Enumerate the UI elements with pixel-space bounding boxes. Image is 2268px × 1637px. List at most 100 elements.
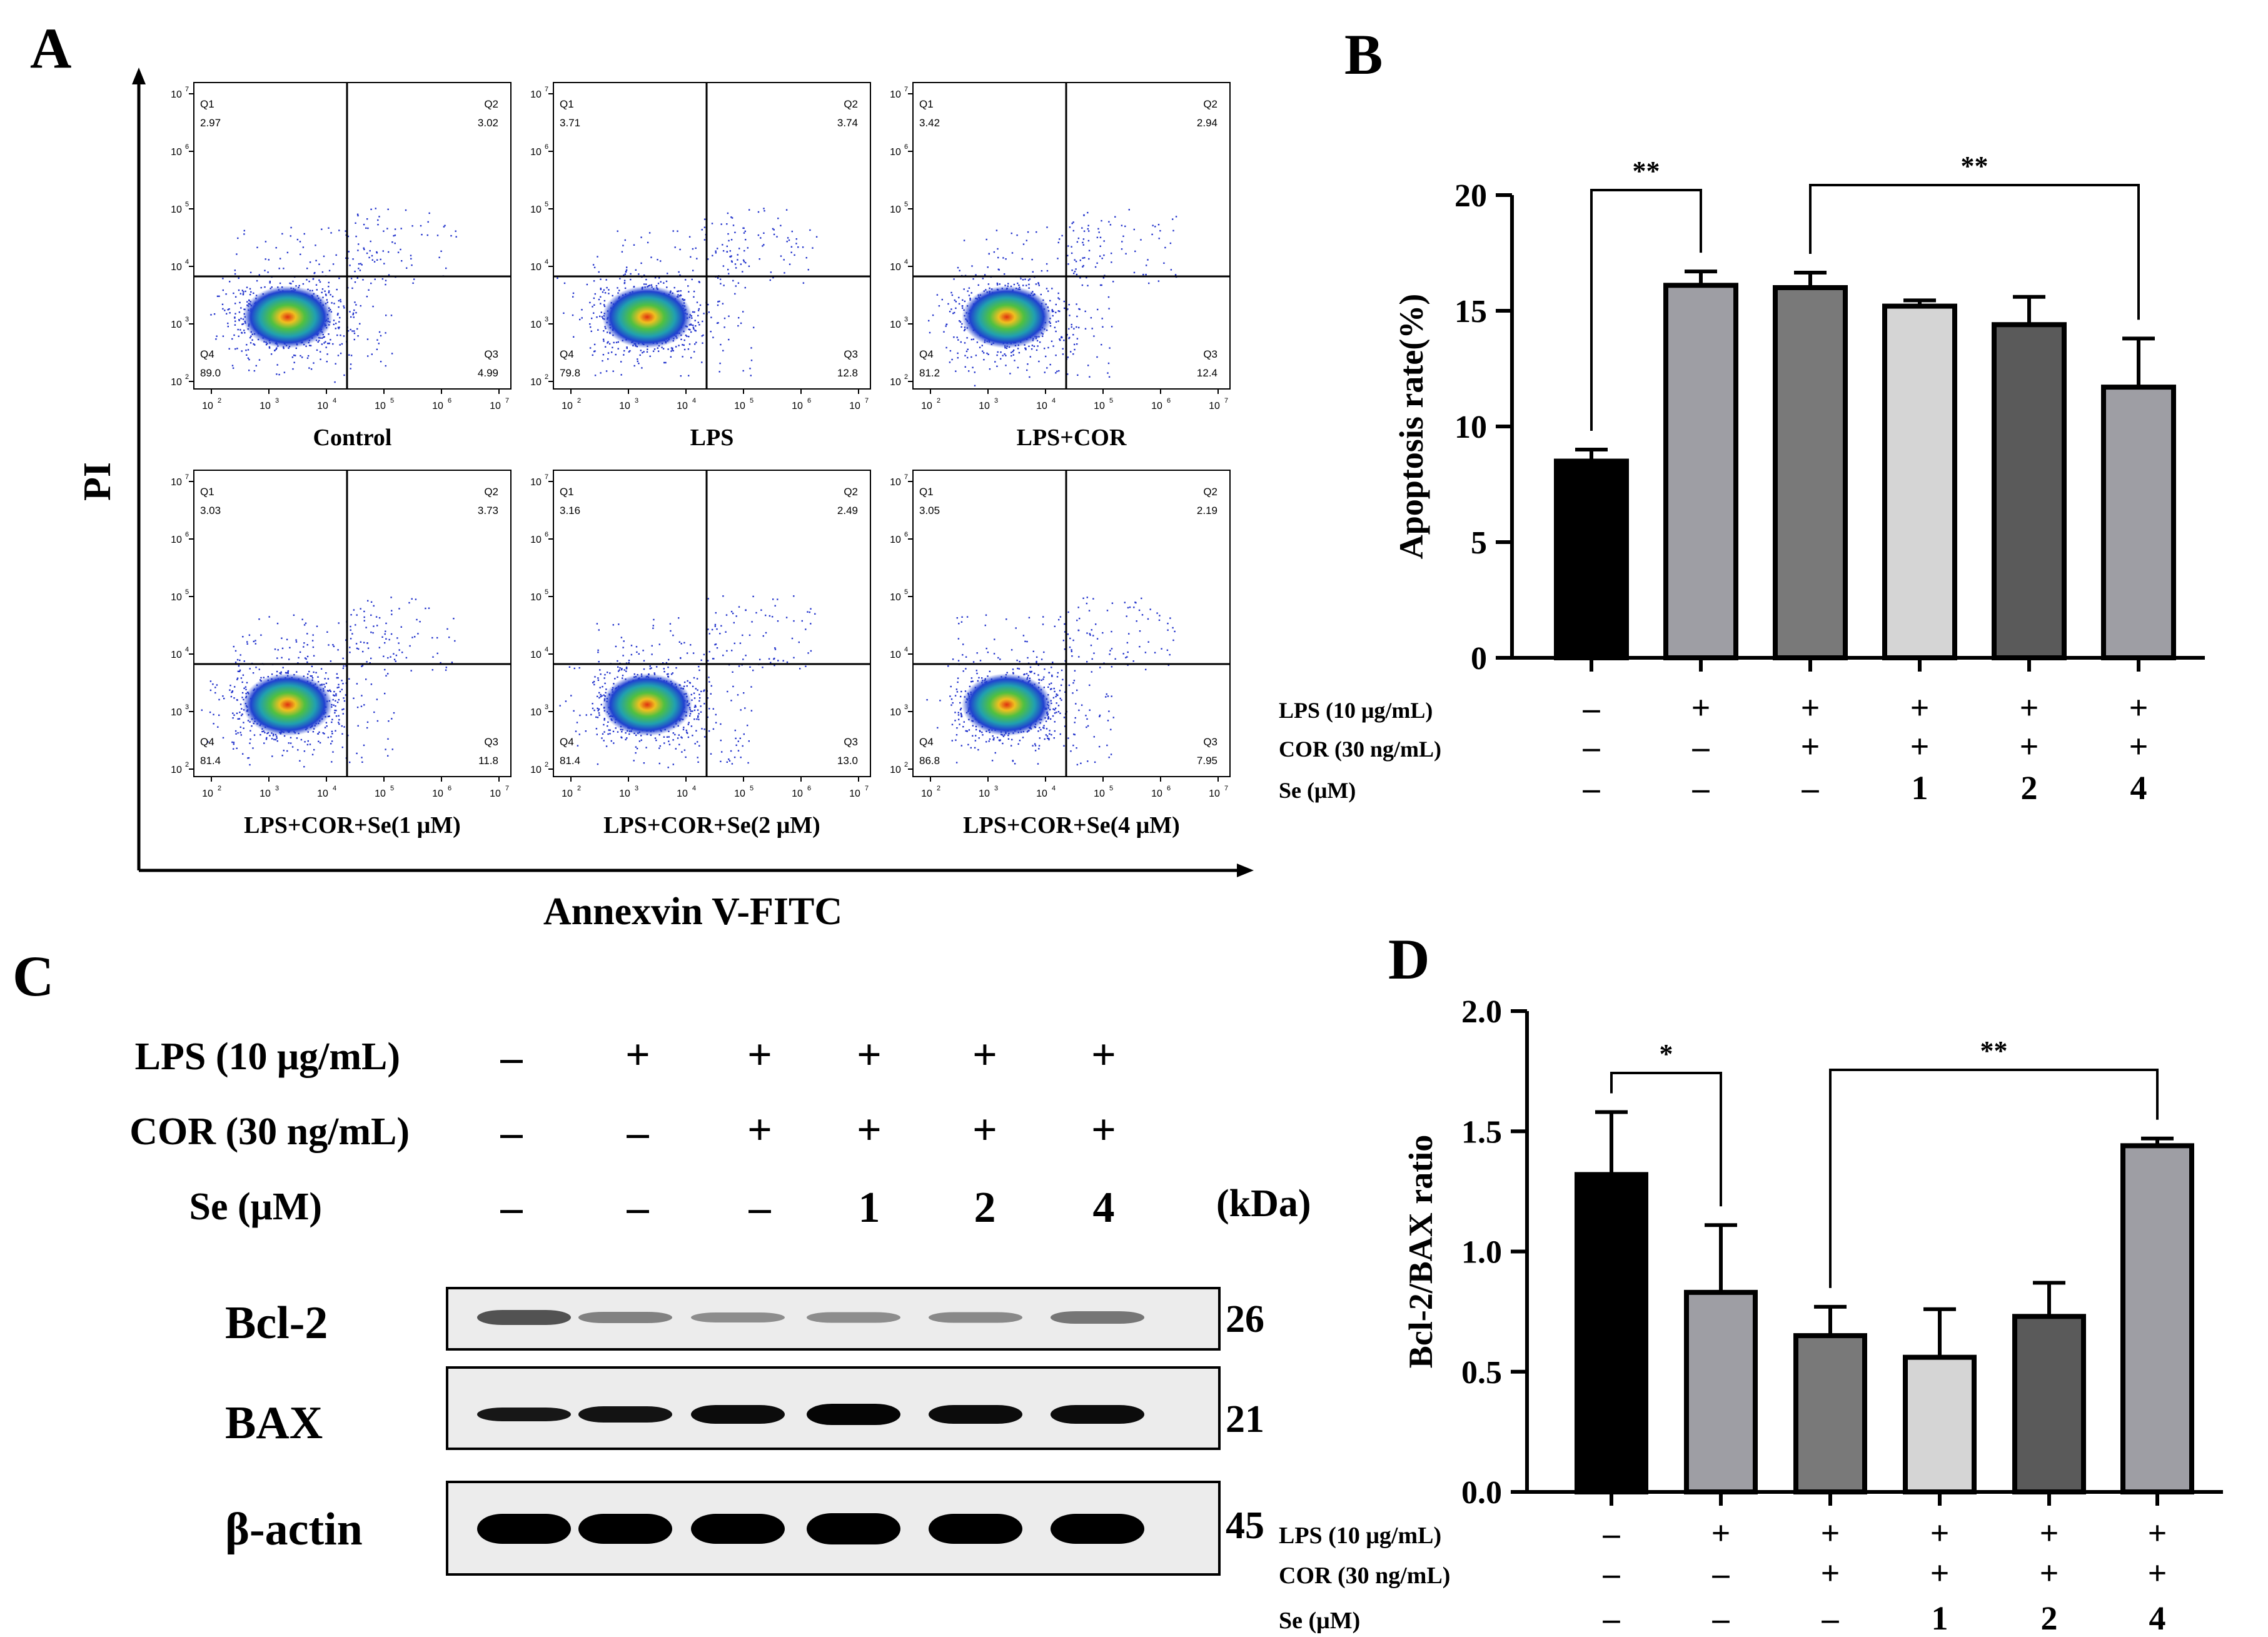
flow-event-dot: [595, 728, 598, 730]
flow-x-tick-exponent: 6: [448, 785, 451, 792]
flow-event-dot: [338, 326, 340, 328]
flow-event-dot: [695, 706, 697, 708]
flow-event-dot: [708, 708, 710, 710]
flow-event-dot: [568, 666, 571, 668]
flow-event-dot: [997, 248, 999, 250]
flow-event-dot: [234, 650, 237, 652]
flow-event-dot: [689, 329, 691, 331]
flow-event-dot: [1033, 345, 1036, 347]
flow-event-dot: [658, 643, 660, 645]
flow-event-dot: [1089, 376, 1091, 378]
flow-event-dot: [1039, 341, 1041, 343]
flow-event-dot: [354, 301, 356, 303]
flow-event-dot: [318, 263, 320, 265]
flow-event-dot: [617, 230, 618, 232]
flow-event-dot: [1031, 345, 1034, 346]
flow-event-dot: [1152, 224, 1154, 226]
flow-event-dot: [725, 614, 728, 616]
flow-event-dot: [352, 258, 354, 260]
flow-event-dot: [1061, 336, 1062, 339]
quadrant-value-q3: 13.0: [837, 755, 858, 767]
flow-event-dot: [231, 338, 233, 340]
flow-event-dot: [290, 226, 292, 229]
flow-event-dot: [603, 340, 605, 342]
flow-event-dot: [715, 713, 717, 716]
flow-event-dot: [330, 690, 331, 692]
flow-event-dot: [976, 341, 979, 343]
flow-event-dot: [667, 348, 669, 350]
flow-event-dot: [607, 352, 610, 354]
flow-density-core: [602, 673, 692, 736]
flow-event-dot: [1107, 720, 1109, 722]
flow-event-dot: [1012, 672, 1014, 674]
flow-event-dot: [708, 730, 710, 732]
flow-event-dot: [732, 224, 735, 226]
flow-event-dot: [649, 668, 651, 670]
flow-x-tick-label: 10: [1151, 401, 1162, 411]
flow-event-dot: [617, 670, 620, 672]
flow-event-dot: [693, 296, 695, 298]
flow-event-dot: [647, 348, 648, 350]
flow-event-dot: [324, 686, 326, 688]
flow-event-dot: [312, 634, 314, 636]
flow-event-dot: [737, 740, 739, 742]
flow-event-dot: [207, 741, 209, 743]
flow-event-dot: [762, 667, 764, 668]
flow-event-dot: [321, 337, 323, 339]
flow-event-dot: [1005, 258, 1007, 260]
flow-event-dot: [1087, 285, 1089, 286]
flow-event-dot: [281, 647, 284, 650]
flow-event-dot: [246, 643, 248, 645]
flow-event-dot: [332, 263, 335, 265]
flow-event-dot: [273, 738, 275, 740]
flow-event-dot: [238, 289, 240, 291]
flow-event-dot: [1071, 223, 1073, 224]
flow-event-dot: [341, 725, 343, 727]
flow-event-dot: [232, 367, 234, 369]
flow-event-dot: [1067, 263, 1069, 265]
flow-event-dot: [710, 685, 712, 687]
flow-event-dot: [605, 745, 608, 747]
flow-event-dot: [969, 298, 971, 300]
flow-event-dot: [607, 733, 609, 735]
flow-x-tick-exponent: 4: [1052, 397, 1056, 405]
flow-event-dot: [453, 618, 455, 620]
flow-event-dot: [597, 710, 599, 712]
flow-event-dot: [319, 742, 321, 744]
flow-event-dot: [1011, 252, 1014, 254]
flow-event-dot: [281, 657, 283, 658]
flow-event-dot: [1046, 226, 1048, 228]
flow-event-dot: [730, 610, 733, 613]
flow-event-dot: [974, 740, 977, 742]
flow-event-dot: [795, 238, 797, 240]
flow-event-dot: [600, 703, 602, 706]
flow-y-tick-exponent: 3: [185, 703, 189, 711]
flow-event-dot: [1073, 328, 1075, 330]
flow-event-dot: [253, 370, 256, 372]
flow-event-dot: [360, 641, 362, 643]
flow-event-dot: [586, 283, 588, 286]
flow-event-dot: [740, 263, 742, 265]
flow-event-dot: [1087, 239, 1090, 242]
flow-event-dot: [598, 714, 600, 716]
flow-event-dot: [366, 218, 368, 220]
flow-event-dot: [1044, 348, 1046, 350]
flow-event-dot: [373, 625, 375, 627]
flow-event-dot: [686, 335, 688, 337]
flow-event-dot: [222, 737, 224, 739]
flow-event-dot: [953, 278, 955, 280]
flow-event-dot: [585, 714, 587, 716]
flow-event-dot: [306, 661, 308, 663]
flow-event-dot: [248, 634, 251, 636]
flow-event-dot: [954, 311, 955, 314]
flow-event-dot: [1059, 310, 1061, 313]
flow-event-dot: [1109, 224, 1112, 226]
flow-event-dot: [390, 315, 393, 316]
flow-density-core: [243, 286, 333, 348]
flow-event-dot: [338, 622, 340, 624]
flow-event-dot: [638, 273, 640, 275]
flow-event-dot: [696, 258, 698, 259]
flow-event-dot: [1052, 315, 1054, 317]
flow-event-dot: [773, 233, 775, 236]
flow-event-dot: [713, 658, 715, 660]
